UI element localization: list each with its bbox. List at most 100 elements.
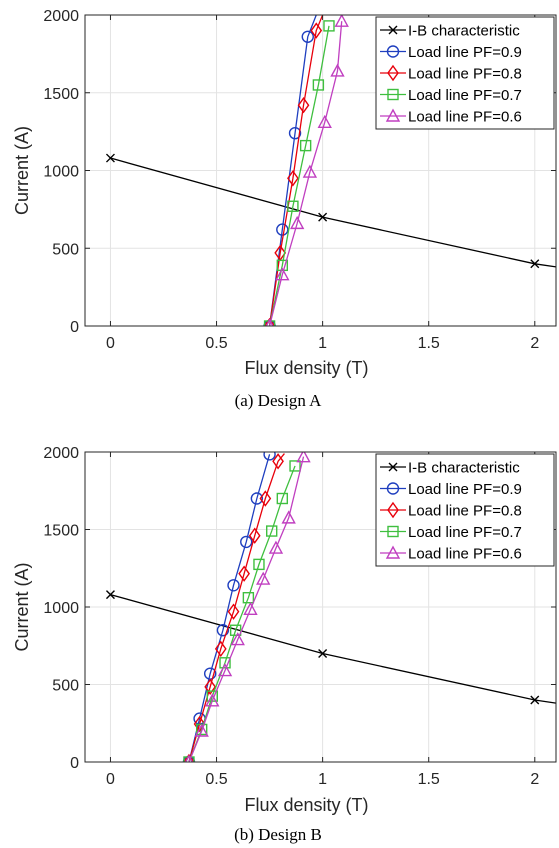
data-point <box>317 114 332 128</box>
data-point <box>301 30 314 43</box>
data-point <box>250 492 264 505</box>
data-point <box>276 492 289 505</box>
data-point <box>263 452 276 461</box>
data-point <box>288 126 302 140</box>
figure-caption: (a) Design A <box>235 391 323 410</box>
x-axis-label: Flux density (T) <box>244 795 368 815</box>
legend-label: Load line PF=0.8 <box>408 503 522 520</box>
x-tick-label: 1 <box>318 771 327 788</box>
data-layer <box>105 15 556 326</box>
data-point <box>259 490 272 507</box>
legend-marker <box>387 525 399 538</box>
legend-marker <box>387 501 399 519</box>
series-line <box>188 454 271 762</box>
series-line <box>110 593 556 704</box>
x-axis-label: Flux density (T) <box>244 358 368 378</box>
data-point <box>216 624 230 637</box>
data-point <box>276 223 289 236</box>
series-line <box>188 465 296 762</box>
y-axis-label: Current (A) <box>12 562 32 651</box>
data-point <box>227 603 240 620</box>
x-tick-label: 1 <box>318 335 327 352</box>
data-point <box>229 624 242 636</box>
legend-label: I-B characteristic <box>408 460 520 477</box>
data-point <box>238 565 250 582</box>
data-point <box>310 22 323 39</box>
data-point <box>240 535 253 549</box>
legend: I-B characteristic Load line PF=0.9 Load l… <box>375 453 555 567</box>
y-tick-label: 500 <box>52 241 79 258</box>
y-axis-label: Current (A) <box>12 126 32 215</box>
y-tick-label: 0 <box>70 755 79 772</box>
data-point <box>275 267 290 281</box>
chart-panel: 0 0.5 1 1.5 2 0 500 1000 1500 2000 Flux density (T… <box>12 445 557 844</box>
legend: I-B characteristic Load line PF=0.9 Load l… <box>375 16 555 130</box>
y-tick-label: 0 <box>70 319 79 336</box>
data-point <box>242 592 255 604</box>
legend-marker <box>388 25 398 35</box>
data-point <box>256 571 271 585</box>
x-tick-label: 0.5 <box>205 335 227 352</box>
x-tick-label: 2 <box>530 335 539 352</box>
data-point <box>318 649 328 658</box>
data-point <box>281 510 296 524</box>
data-point <box>183 753 195 762</box>
data-point <box>193 715 206 733</box>
legend-marker <box>387 88 399 101</box>
x-tick-label: 1.5 <box>418 771 440 788</box>
legend-marker <box>385 108 401 122</box>
legend-label: Load line PF=0.6 <box>408 546 522 563</box>
series-line <box>268 25 330 326</box>
figure-caption: (b) Design B <box>234 825 322 844</box>
legend-marker <box>388 462 398 472</box>
data-point <box>287 200 299 212</box>
data-point <box>219 657 231 669</box>
data-point <box>297 96 310 114</box>
y-tick-label: 2000 <box>43 8 79 25</box>
data-point <box>217 663 233 677</box>
series-line <box>110 157 556 268</box>
legend-label: Load line PF=0.9 <box>408 481 522 498</box>
data-point <box>302 164 318 178</box>
series-line <box>268 21 343 326</box>
y-tick-label: 500 <box>52 678 79 695</box>
x-tick-label: 2 <box>530 771 539 788</box>
data-point <box>105 153 115 163</box>
data-point <box>312 79 325 91</box>
data-point <box>299 139 312 152</box>
data-point <box>289 215 305 230</box>
data-point <box>272 453 284 470</box>
legend-label: I-B characteristic <box>408 23 520 40</box>
data-point <box>248 527 261 544</box>
data-point <box>287 170 299 187</box>
data-point <box>263 317 276 326</box>
y-tick-label: 1000 <box>43 164 79 181</box>
data-point <box>194 723 209 737</box>
data-point <box>204 678 217 696</box>
data-point <box>268 540 284 554</box>
data-point <box>289 460 301 472</box>
legend-label: Load line PF=0.9 <box>408 44 522 61</box>
data-point <box>323 20 335 32</box>
series-line <box>188 453 285 762</box>
data-point <box>330 63 345 77</box>
legend-label: Load line PF=0.7 <box>408 87 522 104</box>
series-line <box>188 456 305 762</box>
data-point <box>296 452 311 463</box>
data-point <box>266 525 278 537</box>
data-point <box>530 259 540 269</box>
legend-marker <box>386 482 400 495</box>
data-point <box>105 590 115 600</box>
data-point <box>530 695 540 705</box>
data-point <box>205 693 220 707</box>
data-point <box>227 579 240 592</box>
legend-label: Load line PF=0.7 <box>408 524 522 541</box>
y-tick-label: 1500 <box>43 523 79 540</box>
legend-marker <box>386 45 400 58</box>
series-line <box>268 15 317 326</box>
data-point <box>253 558 265 571</box>
data-point <box>318 212 328 222</box>
data-point <box>334 15 349 27</box>
data-point <box>276 259 289 272</box>
series-line <box>268 15 324 326</box>
